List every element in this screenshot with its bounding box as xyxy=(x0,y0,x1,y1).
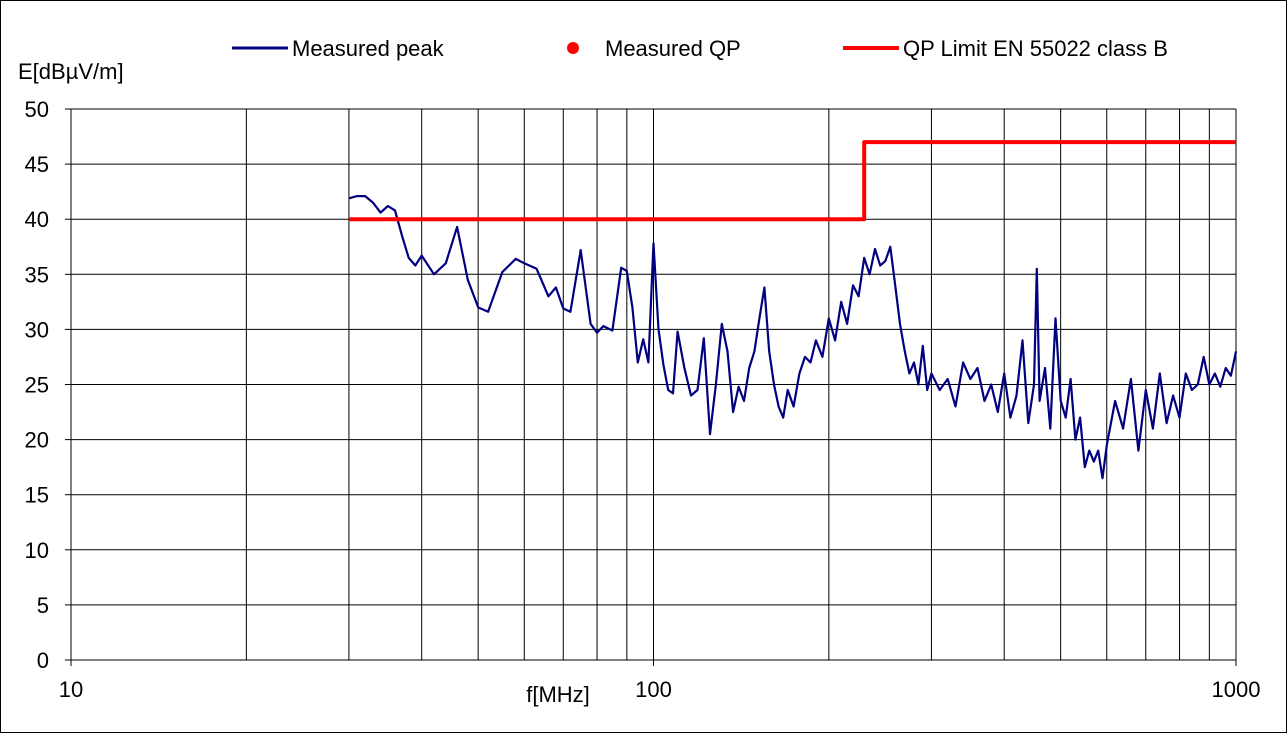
y-tick-label: 50 xyxy=(25,97,49,122)
series-measured-peak xyxy=(348,195,1238,480)
y-tick-label: 25 xyxy=(25,373,49,398)
y-axis-label: E[dBµV/m] xyxy=(18,59,124,84)
x-tick-label: 1000 xyxy=(1212,677,1261,702)
series-layer xyxy=(348,140,1238,480)
y-tick-label: 15 xyxy=(25,483,49,508)
x-tick-label: 10 xyxy=(59,677,83,702)
y-tick-label: 35 xyxy=(25,262,49,287)
x-tick-labels: 10 100 1000 xyxy=(59,660,1261,702)
legend-swatch-measured-qp xyxy=(567,42,579,54)
y-tick-labels: 0 5 10 15 20 25 30 35 40 45 50 xyxy=(25,97,71,673)
y-tick-label: 5 xyxy=(37,593,49,618)
y-tick-label: 0 xyxy=(37,648,49,673)
y-tick-label: 45 xyxy=(25,152,49,177)
y-tick-label: 10 xyxy=(25,538,49,563)
grid-lines xyxy=(71,108,1237,661)
legend-label-qp-limit: QP Limit EN 55022 class B xyxy=(903,36,1168,61)
legend-label-measured-peak: Measured peak xyxy=(292,36,445,61)
y-tick-label: 20 xyxy=(25,428,49,453)
y-tick-label: 30 xyxy=(25,317,49,342)
x-tick-label: 100 xyxy=(635,677,672,702)
legend-label-measured-qp: Measured QP xyxy=(605,36,741,61)
series-qp-limit-en-55022-class-b xyxy=(348,140,1236,222)
y-tick-label: 40 xyxy=(25,207,49,232)
x-axis-label: f[MHz] xyxy=(526,682,590,707)
legend: Measured peak Measured QP QP Limit EN 55… xyxy=(232,36,1168,61)
